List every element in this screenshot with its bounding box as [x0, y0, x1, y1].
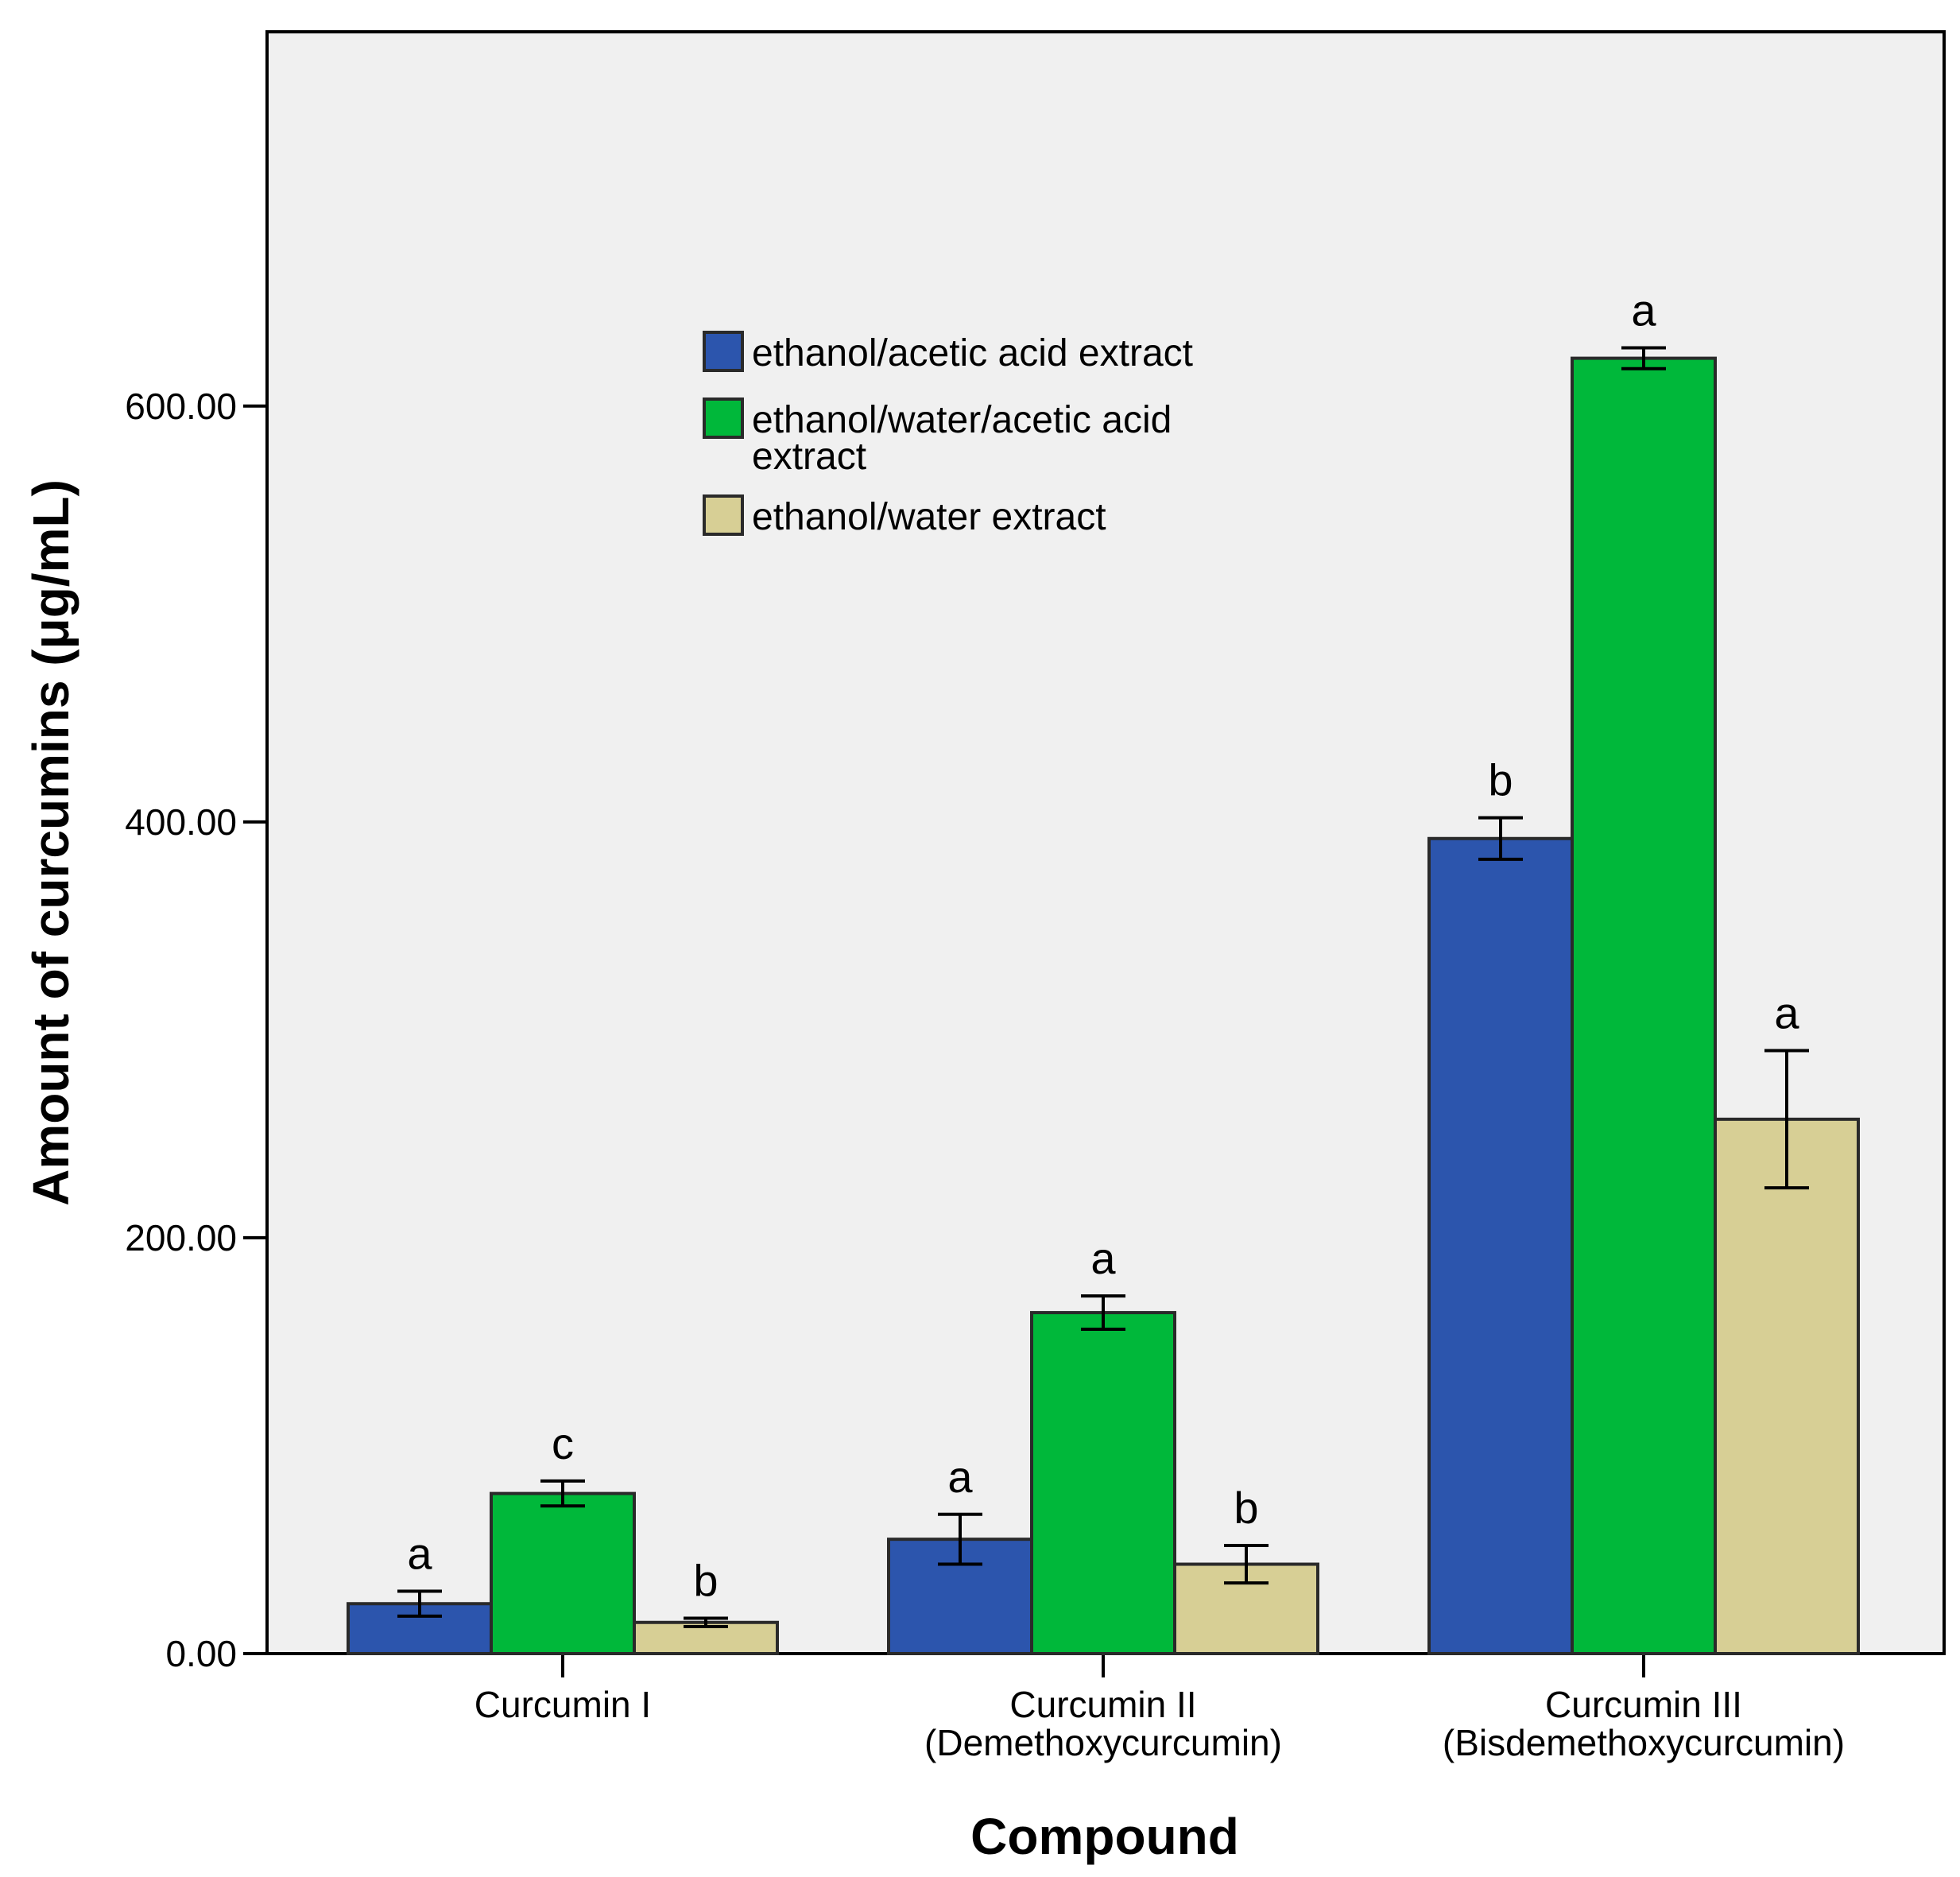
bars: a a b c a a b b a	[347, 285, 1860, 1656]
x-tick-label: (Bisdemethoxycurcumin)	[1443, 1722, 1845, 1763]
y-tick-label: 0.00	[165, 1633, 237, 1674]
significance-label: a	[1631, 285, 1656, 335]
x-axis-title: Compound	[970, 1808, 1239, 1865]
significance-label: a	[1090, 1233, 1116, 1283]
bar	[1571, 356, 1717, 1656]
legend-swatch	[703, 331, 744, 372]
bar	[1714, 1117, 1860, 1656]
axes: 0.00 200.00 400.00 600.00 Curcumin I Curcumin…	[125, 386, 1845, 1763]
y-tick-label: 400.00	[125, 801, 237, 843]
x-tick-label: Curcumin I	[475, 1684, 651, 1725]
x-tick-label: Curcumin II	[1009, 1684, 1196, 1725]
significance-label: c	[552, 1418, 574, 1468]
legend-label: extract	[752, 436, 866, 478]
significance-label: a	[407, 1529, 432, 1579]
bar	[1427, 836, 1574, 1655]
legend-label: ethanol/acetic acid extract	[752, 332, 1193, 374]
y-tick-label: 600.00	[125, 386, 237, 427]
legend-swatch	[703, 494, 744, 536]
legend-label: ethanol/water/acetic acid	[752, 399, 1172, 441]
legend-swatch	[703, 398, 744, 439]
y-tick-label: 200.00	[125, 1217, 237, 1258]
significance-label: a	[947, 1452, 973, 1502]
significance-label: b	[1488, 755, 1513, 805]
x-tick-label: (Demethoxycurcumin)	[924, 1722, 1282, 1763]
bar	[1030, 1311, 1176, 1655]
x-tick-label: Curcumin III	[1545, 1684, 1742, 1725]
legend-label: ethanol/water extract	[752, 496, 1106, 538]
significance-label: b	[1234, 1483, 1258, 1533]
bar	[490, 1491, 636, 1655]
y-axis-title: Amount of curcumins (μg/mL)	[22, 479, 79, 1206]
legend: ethanol/acetic acid extract ethanol/water…	[703, 331, 1193, 538]
significance-label: b	[693, 1556, 718, 1606]
significance-label: a	[1774, 988, 1799, 1038]
